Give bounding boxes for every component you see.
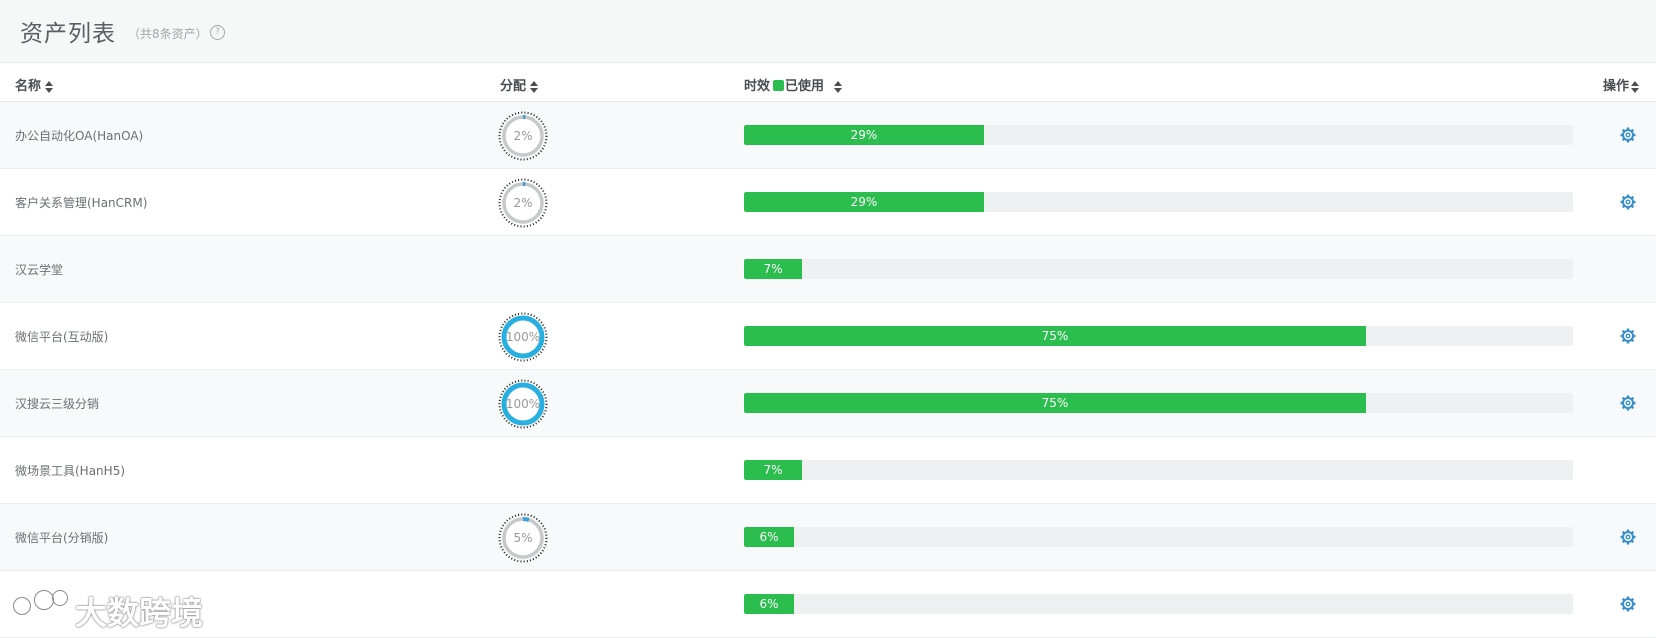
sort-icon[interactable] bbox=[834, 80, 843, 93]
sort-icon[interactable] bbox=[45, 80, 54, 93]
legend-used-label: 已使用 bbox=[785, 79, 825, 94]
sort-icon[interactable] bbox=[530, 80, 539, 93]
table-row[interactable]: 办公自动化OA(HanOA) 2% 29% bbox=[0, 102, 1656, 169]
usage-bar-fill: 7% bbox=[744, 460, 802, 480]
usage-bar-fill: 7% bbox=[744, 259, 802, 279]
usage-bar: 6% bbox=[744, 527, 1573, 547]
sort-icon[interactable] bbox=[1631, 80, 1640, 93]
watermark-logo-icon bbox=[13, 590, 68, 615]
asset-count: （共8条资产） bbox=[128, 27, 208, 41]
usage-bar-fill: 75% bbox=[744, 393, 1366, 413]
table-row[interactable]: 6% bbox=[0, 571, 1656, 638]
help-icon[interactable]: ? bbox=[210, 25, 225, 40]
usage-bar-fill: 6% bbox=[744, 527, 794, 547]
gear-icon[interactable] bbox=[1620, 194, 1636, 210]
allocation-donut bbox=[498, 178, 548, 228]
column-name-header[interactable]: 名称 bbox=[15, 75, 54, 94]
gear-icon[interactable] bbox=[1620, 395, 1636, 411]
allocation-donut bbox=[498, 379, 548, 429]
asset-name: 微信平台(互动版) bbox=[15, 330, 109, 344]
usage-bar: 6% bbox=[744, 594, 1573, 614]
column-validity-header[interactable]: 时效 已使用 bbox=[744, 75, 843, 94]
page-title: 资产列表 bbox=[20, 21, 116, 47]
usage-bar-fill: 29% bbox=[744, 192, 984, 212]
legend-used-swatch bbox=[773, 80, 785, 91]
usage-bar: 75% bbox=[744, 393, 1573, 413]
table-header: 名称 分配 时效 已使用 操作 bbox=[0, 63, 1656, 102]
table-row[interactable]: 微信平台(分销版) 5% 6% bbox=[0, 504, 1656, 571]
allocation-percent: 100% bbox=[505, 397, 541, 411]
usage-bar: 75% bbox=[744, 326, 1573, 346]
asset-name: 客户关系管理(HanCRM) bbox=[15, 196, 148, 210]
allocation-percent: 2% bbox=[513, 196, 533, 210]
table-row[interactable]: 汉云学堂 7% bbox=[0, 236, 1656, 303]
usage-bar: 29% bbox=[744, 125, 1573, 145]
column-actions-header[interactable]: 操作 bbox=[1603, 75, 1640, 94]
allocation-donut bbox=[498, 513, 548, 563]
usage-bar: 7% bbox=[744, 259, 1573, 279]
allocation-arc bbox=[502, 517, 544, 559]
asset-name: 汉搜云三级分销 bbox=[15, 397, 100, 411]
column-allocation-header[interactable]: 分配 bbox=[500, 75, 539, 94]
watermark-text: 大数跨境 bbox=[75, 594, 204, 632]
allocation-donut bbox=[498, 111, 548, 161]
table-row[interactable]: 客户关系管理(HanCRM) 2% 29% bbox=[0, 169, 1656, 236]
page-header: 资产列表 （共8条资产） ? bbox=[0, 0, 1656, 63]
usage-bar: 7% bbox=[744, 460, 1573, 480]
allocation-percent: 100% bbox=[505, 330, 541, 344]
table-row[interactable]: 微场景工具(HanH5) 7% bbox=[0, 437, 1656, 504]
allocation-percent: 5% bbox=[513, 531, 533, 545]
gear-icon[interactable] bbox=[1620, 596, 1636, 612]
allocation-arc bbox=[502, 115, 544, 157]
gear-icon[interactable] bbox=[1620, 127, 1636, 143]
table-row[interactable]: 微信平台(互动版) 100% 75% bbox=[0, 303, 1656, 370]
usage-bar-fill: 75% bbox=[744, 326, 1366, 346]
asset-name: 微信平台(分销版) bbox=[15, 531, 109, 545]
table-row[interactable]: 汉搜云三级分销 100% 75% bbox=[0, 370, 1656, 437]
usage-bar: 29% bbox=[744, 192, 1573, 212]
asset-name: 办公自动化OA(HanOA) bbox=[15, 129, 144, 143]
allocation-percent: 2% bbox=[513, 129, 533, 143]
gear-icon[interactable] bbox=[1620, 328, 1636, 344]
asset-name: 微场景工具(HanH5) bbox=[15, 464, 126, 478]
allocation-donut bbox=[498, 312, 548, 362]
gear-icon[interactable] bbox=[1620, 529, 1636, 545]
usage-bar-fill: 29% bbox=[744, 125, 984, 145]
usage-bar-fill: 6% bbox=[744, 594, 794, 614]
asset-name: 汉云学堂 bbox=[15, 263, 64, 277]
allocation-arc bbox=[502, 182, 544, 224]
